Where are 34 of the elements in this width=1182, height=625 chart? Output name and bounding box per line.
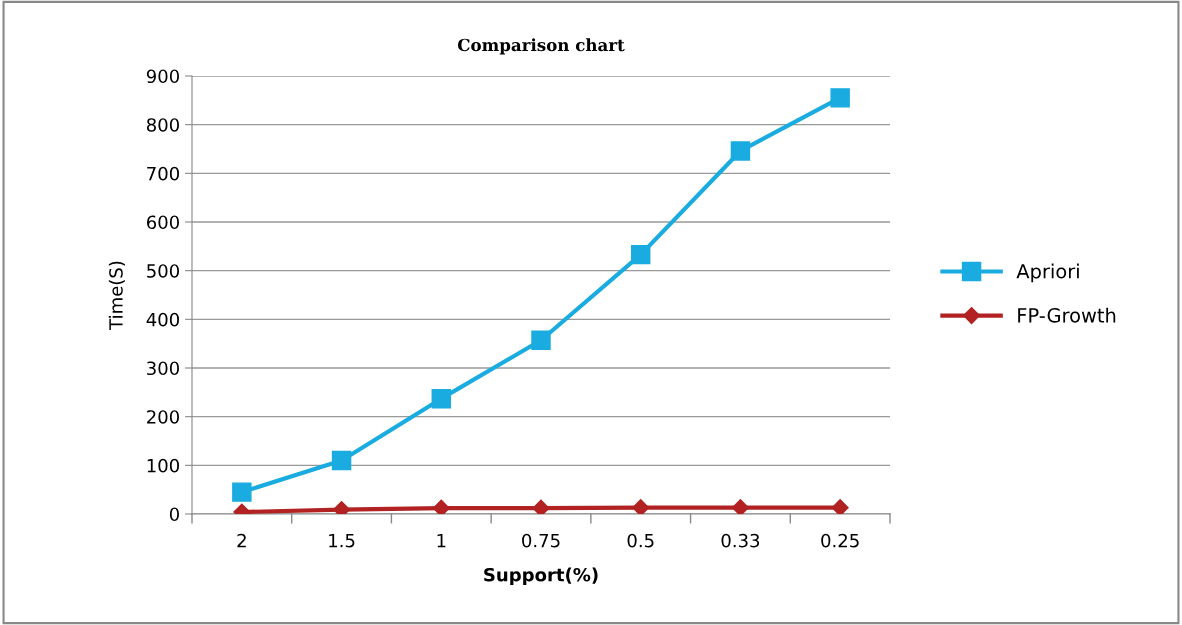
y-axis-title: Time(S) <box>108 261 125 330</box>
point <box>831 499 849 514</box>
y-tick-label: 200 <box>147 410 179 424</box>
y-tick-label: 700 <box>147 166 179 181</box>
y-tick-label: 400 <box>146 312 179 327</box>
x-tick-label: 0.5 <box>627 533 654 548</box>
x-tick-label: 1.5 <box>329 534 355 548</box>
point <box>632 499 650 514</box>
point <box>431 388 452 409</box>
x-tick-label: 0.75 <box>522 533 560 548</box>
point <box>630 244 651 265</box>
point <box>532 499 550 514</box>
x-tick-label: 0.33 <box>721 533 760 548</box>
point <box>432 499 450 514</box>
point <box>731 499 749 514</box>
point <box>730 141 751 161</box>
x-axis-title: Support(%) <box>484 567 598 586</box>
point <box>531 330 551 350</box>
y-tick-label: 900 <box>146 69 179 84</box>
x-tick-label: 2 <box>237 533 246 548</box>
y-tick-label: 800 <box>146 118 179 132</box>
chart-title: Comparison chart <box>457 38 625 55</box>
point <box>830 88 850 108</box>
y-tick-label: 300 <box>147 361 179 376</box>
point <box>331 450 352 471</box>
y-tick-label: 600 <box>146 215 179 230</box>
legend-label: FP-Growth <box>1018 307 1116 323</box>
legend-label: Apriori <box>1016 263 1079 283</box>
y-tick-label: 0 <box>169 507 179 522</box>
y-tick-label: 500 <box>147 264 179 278</box>
y-tick-label: 100 <box>147 458 179 473</box>
x-tick-label: 1 <box>437 534 446 548</box>
x-tick-label: 0.25 <box>821 533 859 548</box>
point <box>232 482 252 502</box>
